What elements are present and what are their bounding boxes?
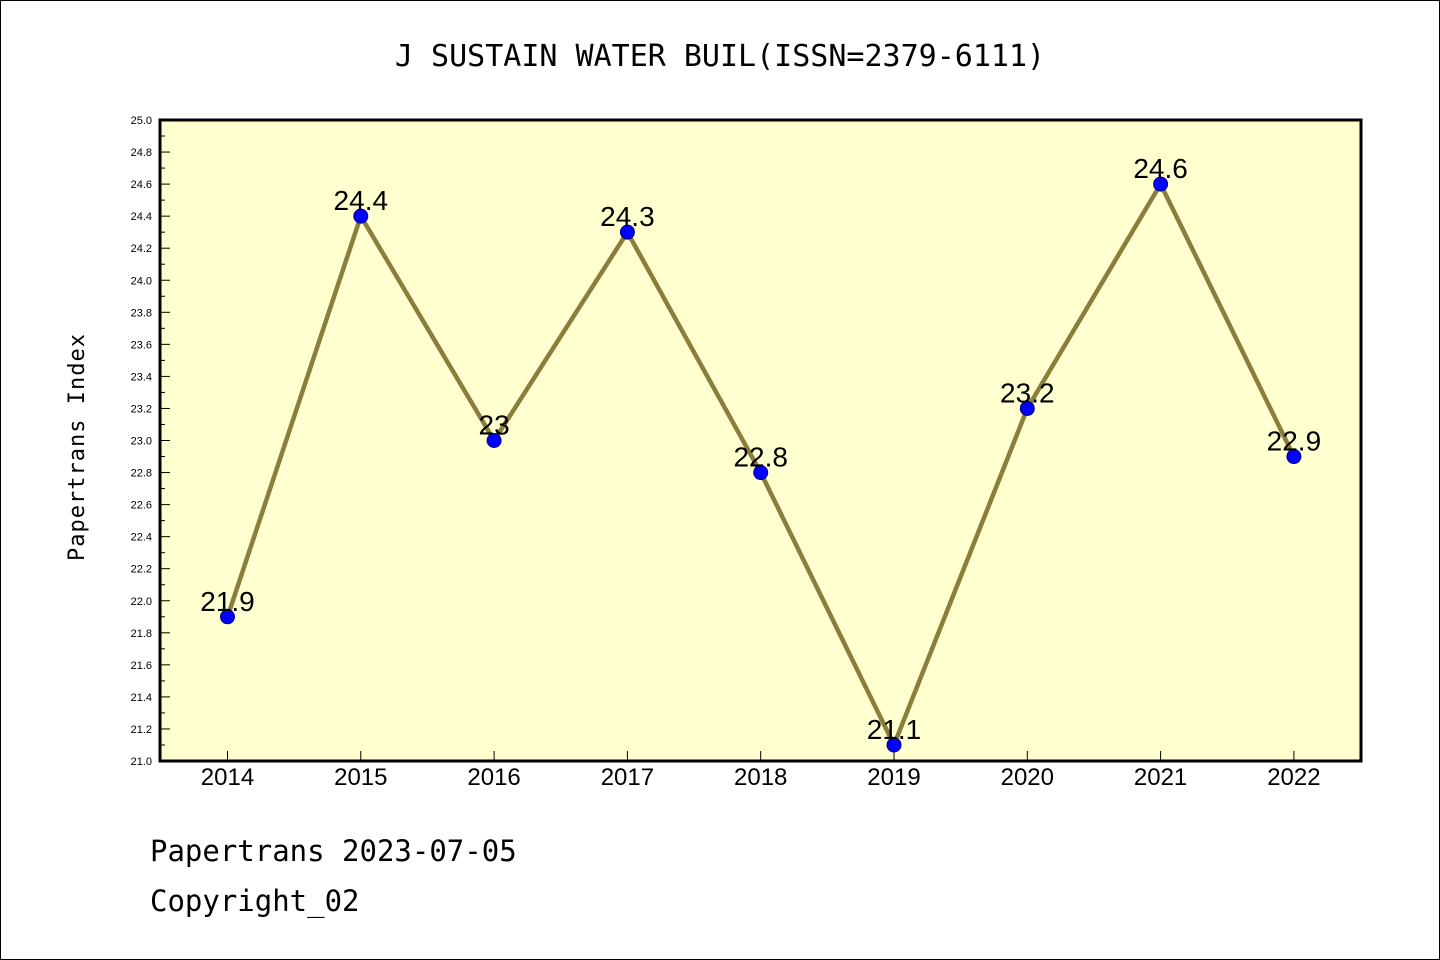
data-label-2020: 23.2	[1000, 377, 1055, 408]
y-tick-label: 24.0	[131, 275, 152, 287]
y-tick-label: 22.8	[131, 468, 152, 480]
y-tick-label: 22.0	[131, 596, 152, 608]
x-tick-label: 2019	[867, 764, 920, 791]
data-point-2017	[619, 224, 635, 240]
data-label-2018: 22.8	[733, 442, 788, 473]
data-point-2014	[220, 609, 235, 625]
data-labels: 21.9 24.4 23 24.3 22.8 21.1 23.2 24.6 22.9	[200, 153, 1321, 745]
x-tick-label: 2022	[1267, 764, 1320, 791]
x-tick-label: 2018	[734, 764, 787, 791]
y-axis-ticks: 21.0 21.2 21.4 21.6 21.8 22.0 22.2 22.4 22.6 22.8…	[131, 115, 170, 768]
y-tick-label: 23.2	[131, 403, 152, 415]
data-label-2014: 21.9	[200, 586, 255, 617]
x-tick-label: 2016	[467, 764, 520, 791]
x-tick-label: 2014	[201, 764, 254, 791]
data-point-2019	[886, 737, 902, 753]
y-tick-label: 23.4	[131, 371, 152, 383]
plot-area	[158, 118, 1363, 763]
y-tick-label: 24.8	[131, 147, 152, 159]
data-point-2021	[1153, 176, 1169, 192]
data-point-2018	[753, 465, 769, 481]
data-label-2021: 24.6	[1133, 153, 1188, 184]
y-tick-label: 21.4	[131, 692, 152, 704]
footer-copyright: Copyright_02	[150, 884, 360, 918]
y-axis-label: Papertrans Index	[65, 333, 90, 561]
data-point-2015	[353, 208, 369, 224]
data-label-2017: 24.3	[600, 201, 655, 232]
x-tick-label: 2021	[1134, 764, 1187, 791]
data-label-2022: 22.9	[1267, 426, 1322, 457]
series-papertrans-index	[220, 176, 1302, 753]
y-tick-label: 23.8	[131, 307, 152, 319]
y-tick-label: 21.2	[131, 724, 152, 736]
y-tick-label: 24.6	[131, 179, 152, 191]
x-axis-ticks: 2014 2015 2016 2017 2018 2019 2020 2021 2022	[201, 751, 1321, 791]
y-tick-label: 22.4	[131, 532, 152, 544]
data-label-2015: 24.4	[334, 185, 389, 216]
data-label-2016: 23	[479, 410, 510, 441]
x-tick-label: 2017	[601, 764, 654, 791]
footer-date: Papertrans 2023-07-05	[150, 834, 517, 868]
y-tick-label: 25.0	[131, 115, 152, 127]
y-tick-label: 24.4	[131, 211, 152, 223]
data-point-2020	[1019, 400, 1035, 416]
chart-title: J SUSTAIN WATER BUIL(ISSN=2379-6111)	[395, 39, 1045, 74]
y-tick-label: 24.2	[131, 243, 152, 255]
x-tick-label: 2020	[1001, 764, 1054, 791]
data-label-2019: 21.1	[867, 714, 922, 745]
y-tick-label: 21.6	[131, 660, 152, 672]
y-tick-label: 21.8	[131, 628, 152, 640]
y-tick-label: 23.0	[131, 436, 152, 448]
y-tick-label: 22.6	[131, 500, 152, 512]
x-tick-label: 2015	[334, 764, 387, 791]
y-tick-label: 22.2	[131, 564, 152, 576]
data-point-2022	[1286, 449, 1302, 465]
data-point-2016	[486, 433, 502, 448]
y-tick-label: 21.0	[131, 756, 152, 768]
y-tick-label: 23.6	[131, 339, 152, 351]
